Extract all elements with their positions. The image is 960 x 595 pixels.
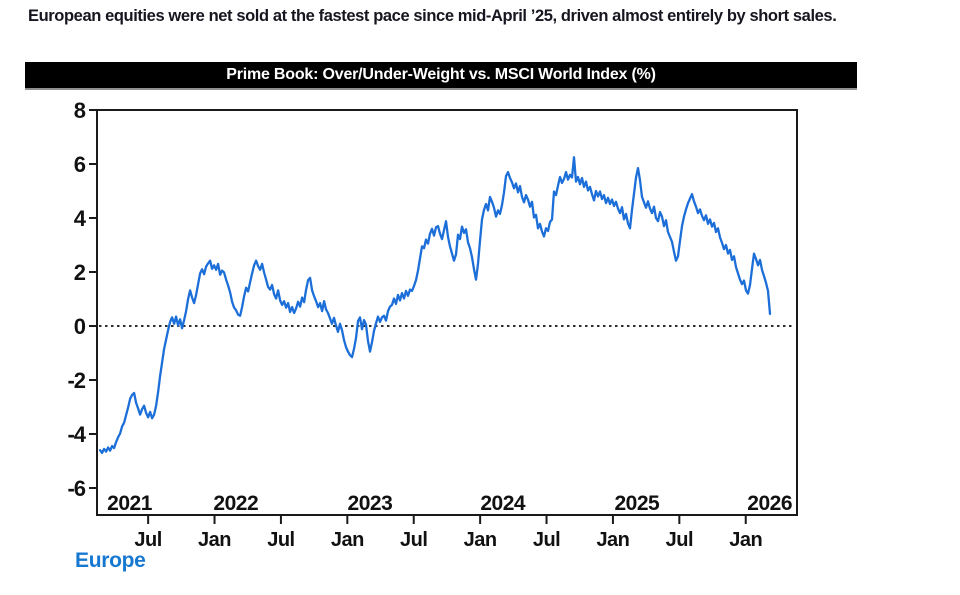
plot-border — [96, 109, 798, 516]
x-axis-tick-label: Jan — [464, 529, 497, 551]
year-label: 2024 — [480, 492, 526, 515]
y-axis-tick-label: -4 — [67, 422, 86, 447]
year-label: 2023 — [348, 492, 393, 515]
x-axis-tick-label: Jul — [533, 529, 560, 551]
chart-title: Prime Book: Over/Under-Weight vs. MSCI W… — [226, 66, 656, 83]
x-axis-tick-label: Jan — [596, 529, 629, 551]
chart-title-bar: Prime Book: Over/Under-Weight vs. MSCI W… — [25, 62, 857, 90]
y-axis-tick-label: 4 — [74, 206, 87, 231]
x-axis-tick-label: Jan — [729, 529, 762, 551]
y-axis-tick-label: -2 — [67, 368, 85, 393]
series-line-europe — [98, 156, 772, 455]
x-axis-tick-label: Jul — [134, 529, 161, 551]
y-axis-tick-label: 2 — [74, 260, 86, 285]
y-axis-tick-label: 0 — [74, 314, 86, 339]
legend-label-europe: Europe — [75, 549, 146, 572]
x-axis-tick-label: Jul — [267, 529, 294, 551]
y-axis-tick-label: 6 — [74, 152, 86, 177]
x-axis-tick-label: Jul — [666, 529, 693, 551]
year-label: 2021 — [107, 492, 153, 515]
y-axis-tick-label: -6 — [67, 476, 85, 501]
year-label: 2025 — [614, 492, 660, 515]
x-axis-tick-label: Jan — [331, 529, 364, 551]
year-label: 2022 — [213, 492, 258, 515]
y-axis-tick-label: 8 — [74, 98, 86, 123]
x-axis-tick-label: Jul — [400, 529, 427, 551]
year-label: 2026 — [747, 492, 792, 515]
x-axis-tick-label: Jan — [198, 529, 231, 551]
headline: European equities were net sold at the f… — [28, 7, 837, 25]
